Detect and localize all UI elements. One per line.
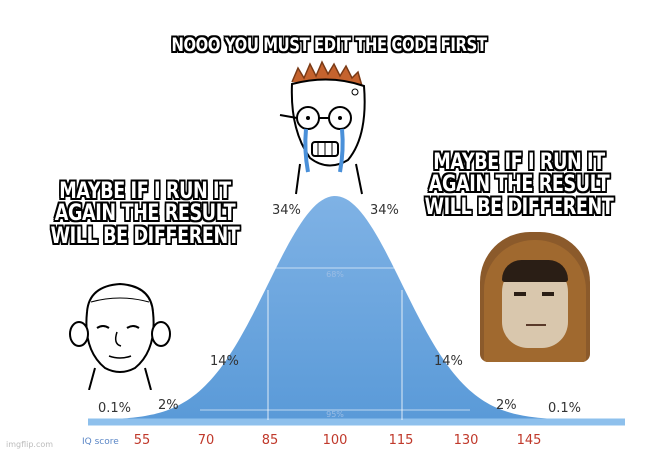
tick-130: 130 [453, 433, 479, 448]
top-caption: NOOO YOU MUST EDIT THE CODE FIRST [171, 34, 487, 56]
simple-wojak-face [69, 282, 171, 390]
inner-95-label: 95% [326, 410, 344, 419]
bell-curve-area [88, 196, 625, 420]
tick-85: 85 [261, 433, 279, 448]
tick-100: 100 [322, 433, 348, 448]
pct-right-14: 14% [434, 354, 463, 369]
pct-left-14: 14% [210, 354, 239, 369]
pct-right-tail: 0.1% [548, 401, 582, 416]
crying-wojak-with-glasses [279, 60, 366, 195]
tick-55: 55 [133, 433, 151, 448]
hooded-monk-face [480, 232, 590, 362]
tick-145: 145 [516, 433, 542, 448]
pct-right-2: 2% [496, 398, 517, 413]
right-caption: MAYBE IF I RUN IT AGAIN THE RESULT WILL … [424, 150, 614, 220]
watermark: imgflip.com [6, 440, 54, 449]
pct-left-34: 34% [272, 203, 301, 218]
left-caption: MAYBE IF I RUN IT AGAIN THE RESULT WILL … [50, 179, 240, 249]
pct-left-tail: 0.1% [98, 401, 132, 416]
tick-70: 70 [197, 433, 215, 448]
pct-left-2: 2% [158, 398, 179, 413]
axis-label: IQ score [82, 437, 119, 447]
inner-68-label: 68% [326, 270, 344, 279]
pct-right-34: 34% [370, 203, 399, 218]
tick-115: 115 [388, 433, 414, 448]
